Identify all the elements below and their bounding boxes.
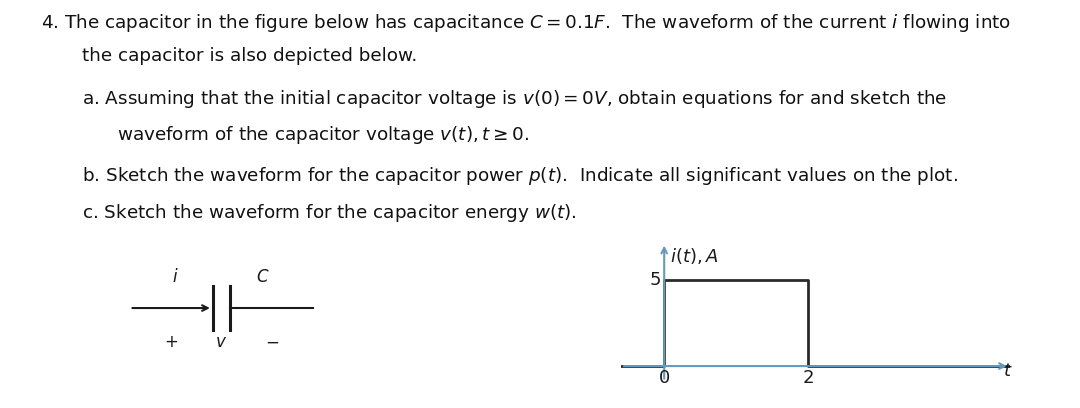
- Text: 0: 0: [659, 369, 670, 387]
- Text: $i(t), A$: $i(t), A$: [670, 246, 718, 266]
- Text: $+$: $+$: [164, 333, 178, 351]
- Text: $-$: $-$: [265, 333, 279, 351]
- Text: $C$: $C$: [256, 268, 270, 286]
- Text: 5: 5: [649, 271, 661, 289]
- Text: waveform of the capacitor voltage $v(t), t \geq 0$.: waveform of the capacitor voltage $v(t),…: [117, 124, 528, 146]
- Text: $t$: $t$: [1003, 362, 1012, 381]
- Text: c. Sketch the waveform for the capacitor energy $w(t)$.: c. Sketch the waveform for the capacitor…: [82, 202, 577, 224]
- Text: a. Assuming that the initial capacitor voltage is $v(0) = 0V$, obtain equations : a. Assuming that the initial capacitor v…: [82, 88, 947, 110]
- Text: $i$: $i$: [172, 268, 179, 286]
- Text: 2: 2: [802, 369, 814, 387]
- Text: b. Sketch the waveform for the capacitor power $p(t)$.  Indicate all significant: b. Sketch the waveform for the capacitor…: [82, 165, 958, 187]
- Text: $v$: $v$: [215, 333, 228, 351]
- Text: 4. The capacitor in the figure below has capacitance $C = 0.1F$.  The waveform o: 4. The capacitor in the figure below has…: [41, 12, 1011, 34]
- Text: the capacitor is also depicted below.: the capacitor is also depicted below.: [82, 47, 417, 65]
